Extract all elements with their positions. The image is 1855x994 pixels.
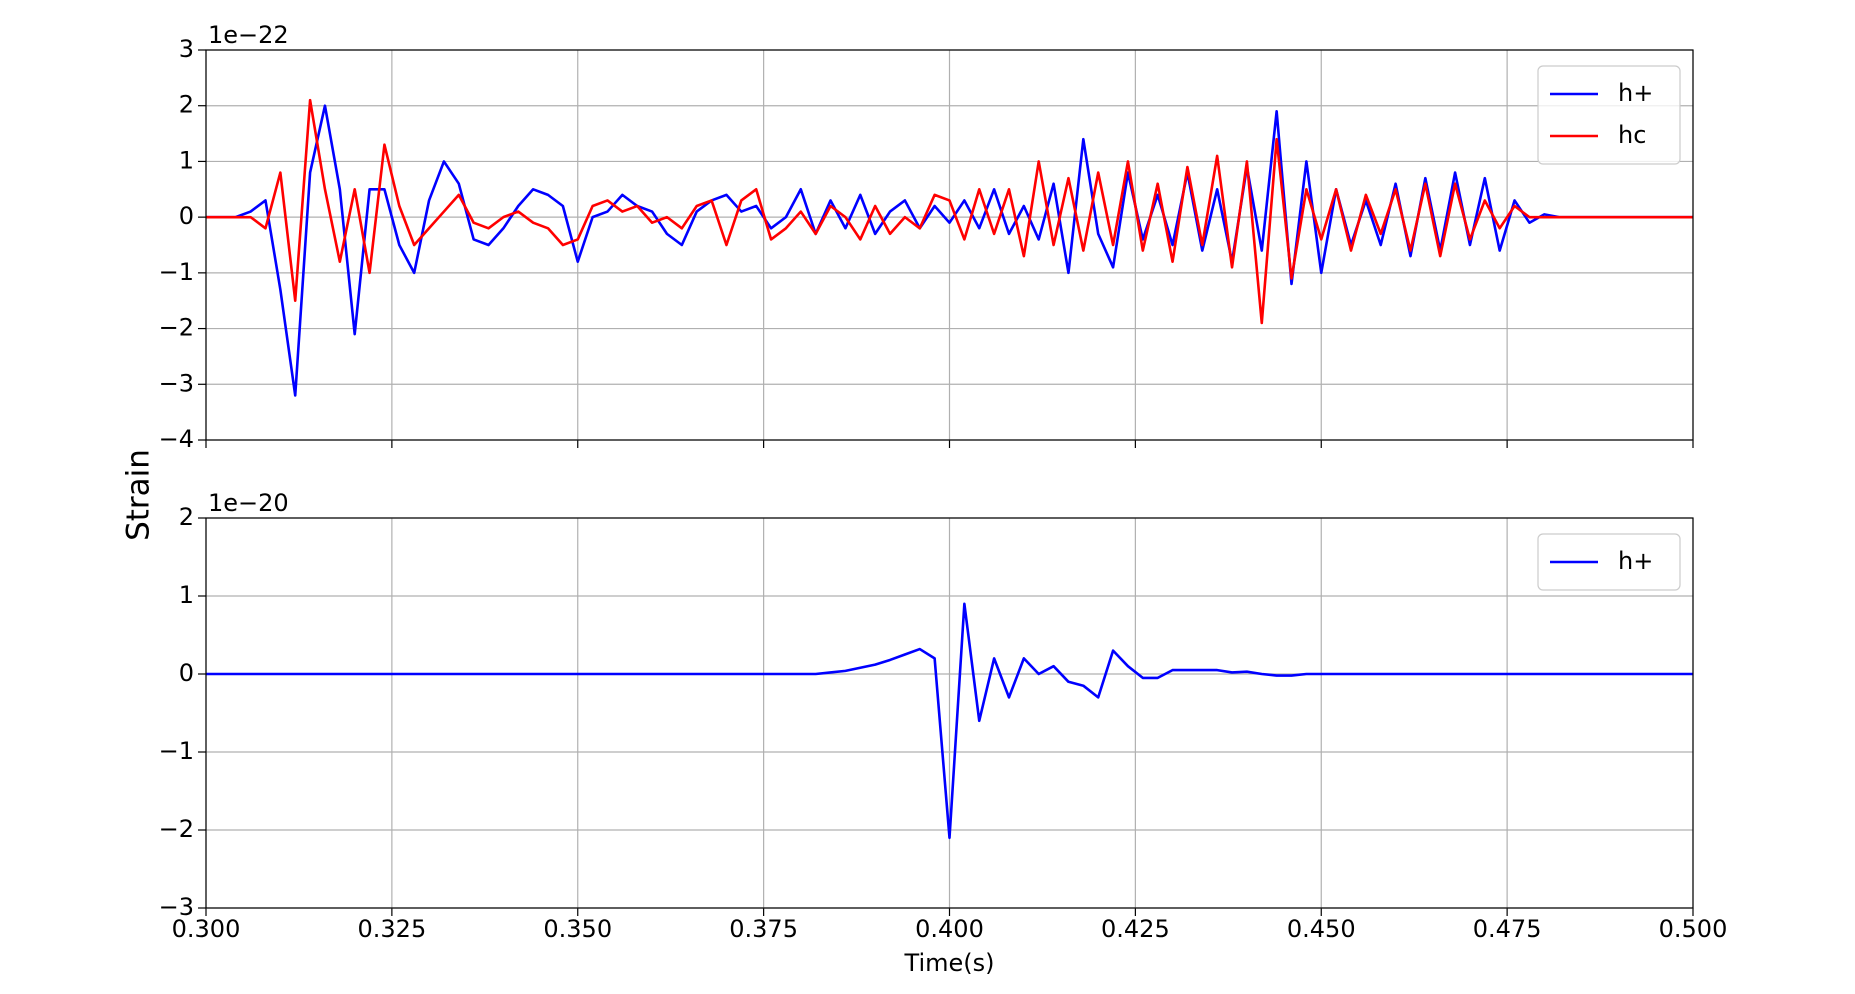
x-tick-label: 0.450: [1287, 915, 1356, 943]
legend-box: [1537, 533, 1681, 591]
legend-label: h+: [1618, 547, 1653, 575]
y-tick-label: −2: [159, 314, 194, 342]
x-tick-label: 0.400: [915, 915, 984, 943]
y-tick-label: −3: [159, 893, 194, 921]
y-tick-label: 0: [179, 202, 194, 230]
y-tick-label: 2: [179, 503, 194, 531]
x-tick-label: 0.475: [1473, 915, 1542, 943]
x-tick-label: 0.325: [358, 915, 427, 943]
plot-frame: [205, 517, 1694, 909]
y-tick-label: 1: [179, 581, 194, 609]
y-tick-label: 1: [179, 146, 194, 174]
y-tick-label: −1: [159, 258, 194, 286]
line-series: [206, 104, 1693, 397]
y-tick-label: −1: [159, 737, 194, 765]
x-tick-label: 0.350: [543, 915, 612, 943]
offset-label: 1e−22: [208, 21, 289, 49]
y-tick-label: −2: [159, 815, 194, 843]
x-tick-label: 0.425: [1101, 915, 1170, 943]
x-tick-label: 0.300: [172, 915, 241, 943]
x-tick-label: 0.375: [729, 915, 798, 943]
y-tick-label: 3: [179, 35, 194, 63]
line-series: [206, 98, 1693, 325]
y-tick-label: 0: [179, 659, 194, 687]
legend-box: [1537, 65, 1681, 165]
line-series: [206, 602, 1693, 840]
legend: h+ hc: [1537, 65, 1681, 165]
legend-label: hc: [1618, 121, 1646, 149]
legend: h+: [1537, 533, 1681, 591]
y-tick-label: −3: [159, 369, 194, 397]
y-tick-label: 2: [179, 91, 194, 119]
offset-label: 1e−20: [208, 489, 289, 517]
y-tick-label: −4: [159, 425, 194, 453]
y-axis-label: Strain: [121, 449, 157, 541]
legend-label: h+: [1618, 79, 1653, 107]
x-axis-label: Time(s): [904, 949, 995, 977]
x-tick-label: 0.500: [1659, 915, 1728, 943]
plot-frame: [205, 49, 1694, 441]
